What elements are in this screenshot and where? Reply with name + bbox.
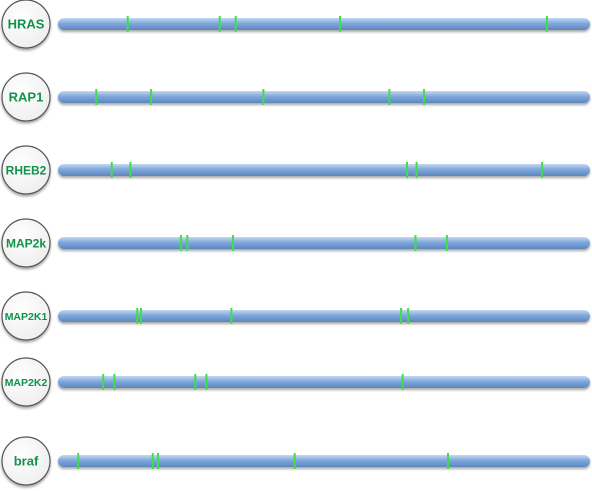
gene-track-bar [58, 310, 590, 322]
site-marker [113, 374, 116, 390]
gene-row-rap1: RAP1 [1, 72, 590, 122]
gene-track-bar [58, 455, 590, 467]
site-marker [401, 374, 404, 390]
gene-label: MAP2k [6, 236, 46, 250]
site-marker [262, 89, 265, 105]
site-marker [129, 162, 132, 178]
site-marker [151, 453, 154, 469]
site-marker [232, 235, 234, 251]
site-marker [77, 453, 80, 469]
site-marker [445, 235, 448, 251]
gene-label: RAP1 [9, 90, 44, 105]
gene-row-braf: braf [1, 436, 590, 486]
site-marker [205, 374, 208, 390]
site-marker [95, 89, 98, 105]
gene-track-bar [58, 237, 590, 249]
gene-row-map2k1: MAP2K1 [1, 291, 590, 341]
gene-track-bar [58, 18, 590, 30]
site-marker [140, 308, 142, 324]
site-marker [414, 235, 417, 251]
site-marker [447, 453, 449, 469]
gene-row-rheb2: RHEB2 [1, 145, 590, 195]
site-marker [293, 453, 296, 469]
site-marker [407, 308, 410, 324]
gene-track-bar [58, 376, 590, 388]
site-marker [415, 162, 418, 178]
site-marker [157, 453, 159, 469]
gene-node [1, 291, 51, 341]
gene-node [1, 145, 51, 195]
site-marker [230, 308, 233, 324]
gene-track-bar [58, 164, 590, 176]
site-marker [186, 235, 189, 251]
gene-row-map2k2: MAP2K2 [1, 357, 590, 407]
gene-label: HRAS [8, 17, 45, 32]
gene-node [1, 0, 51, 49]
gene-label: MAP2K1 [5, 311, 48, 323]
gene-node [1, 72, 51, 122]
gene-label: braf [14, 454, 39, 469]
gene-label: MAP2K2 [5, 377, 48, 389]
site-marker [406, 162, 408, 178]
site-marker [423, 89, 425, 105]
site-marker [194, 374, 197, 390]
site-marker [102, 374, 105, 390]
gene-label: RHEB2 [6, 163, 47, 177]
site-marker [126, 16, 129, 32]
site-marker [179, 235, 182, 251]
gene-row-hras: HRAS [1, 0, 590, 49]
site-marker [218, 16, 221, 32]
site-marker [150, 89, 153, 105]
gene-node [1, 436, 51, 486]
site-marker [110, 162, 113, 178]
site-marker [136, 308, 139, 324]
site-marker [388, 89, 391, 105]
site-marker [545, 16, 548, 32]
gene-node [1, 357, 51, 407]
gene-node [1, 218, 51, 268]
gene-row-map2k: MAP2k [1, 218, 590, 268]
site-marker [339, 16, 341, 32]
site-marker [400, 308, 403, 324]
gene-track-bar [58, 91, 590, 103]
site-marker [234, 16, 237, 32]
site-marker [541, 162, 544, 178]
